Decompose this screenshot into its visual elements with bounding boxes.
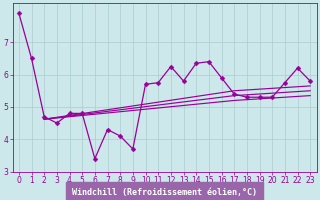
X-axis label: Windchill (Refroidissement éolien,°C): Windchill (Refroidissement éolien,°C)	[72, 188, 257, 197]
